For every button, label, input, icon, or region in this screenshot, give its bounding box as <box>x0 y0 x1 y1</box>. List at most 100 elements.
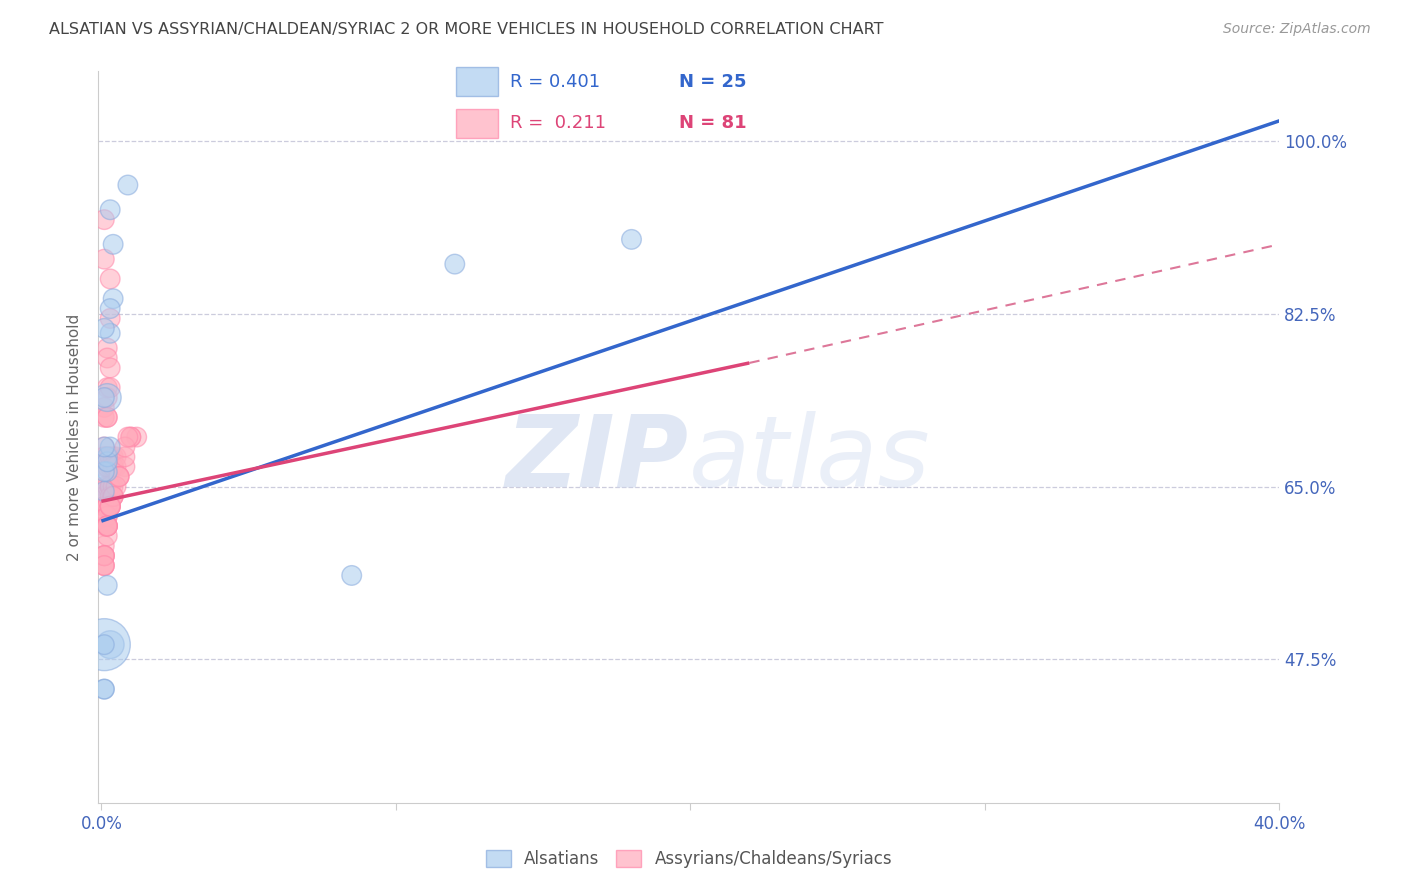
Point <box>93 549 115 563</box>
Point <box>98 479 121 493</box>
Point <box>96 381 118 395</box>
Text: N = 25: N = 25 <box>679 73 747 91</box>
Point <box>101 489 124 503</box>
Point <box>98 500 121 514</box>
FancyBboxPatch shape <box>456 67 498 96</box>
Point <box>93 539 115 553</box>
Point <box>98 500 121 514</box>
Point <box>93 682 115 697</box>
Point <box>93 509 115 524</box>
Point <box>108 469 131 483</box>
Point <box>93 558 115 573</box>
Point <box>96 500 118 514</box>
Text: ALSATIAN VS ASSYRIAN/CHALDEAN/SYRIAC 2 OR MORE VEHICLES IN HOUSEHOLD CORRELATION: ALSATIAN VS ASSYRIAN/CHALDEAN/SYRIAC 2 O… <box>49 22 884 37</box>
Point <box>98 479 121 493</box>
Point <box>98 272 121 286</box>
Point <box>93 450 115 464</box>
Point <box>96 500 118 514</box>
Point <box>93 212 115 227</box>
FancyBboxPatch shape <box>456 109 498 138</box>
Point <box>96 519 118 533</box>
Point <box>93 519 115 533</box>
Point <box>93 558 115 573</box>
Text: R = 0.401: R = 0.401 <box>510 73 600 91</box>
Point <box>98 638 121 652</box>
Text: atlas: atlas <box>689 410 931 508</box>
Point <box>98 440 121 454</box>
Point <box>98 360 121 375</box>
Point <box>96 519 118 533</box>
Point <box>105 479 128 493</box>
Point <box>93 252 115 267</box>
Point <box>93 500 115 514</box>
Point <box>117 178 139 192</box>
Point <box>120 430 142 444</box>
Text: N = 81: N = 81 <box>679 114 747 132</box>
Point <box>93 440 115 454</box>
Point <box>96 578 118 592</box>
Point <box>96 391 118 405</box>
Point <box>98 326 121 341</box>
Point <box>105 459 128 474</box>
Legend: Alsatians, Assyrians/Chaldeans/Syriacs: Alsatians, Assyrians/Chaldeans/Syriacs <box>479 844 898 875</box>
Point <box>340 568 363 582</box>
Point <box>93 450 115 464</box>
Point <box>96 519 118 533</box>
Point <box>96 410 118 425</box>
Point <box>96 455 118 469</box>
Point <box>93 391 115 405</box>
Point <box>98 500 121 514</box>
Point <box>93 489 115 503</box>
Point <box>96 500 118 514</box>
Point <box>101 489 124 503</box>
Point <box>101 459 124 474</box>
Point <box>96 351 118 365</box>
Point <box>98 500 121 514</box>
Point <box>93 459 115 474</box>
Text: Source: ZipAtlas.com: Source: ZipAtlas.com <box>1223 22 1371 37</box>
Point <box>108 469 131 483</box>
Point <box>98 459 121 474</box>
Point <box>98 301 121 316</box>
Point <box>120 430 142 444</box>
Point <box>96 410 118 425</box>
Point <box>96 529 118 543</box>
Point <box>105 450 128 464</box>
Point <box>114 440 136 454</box>
Point <box>96 450 118 464</box>
Point <box>93 500 115 514</box>
Point <box>117 430 139 444</box>
Point <box>101 237 124 252</box>
Point <box>98 489 121 503</box>
Text: ZIP: ZIP <box>506 410 689 508</box>
Point <box>443 257 465 271</box>
Point <box>93 549 115 563</box>
Point <box>98 450 121 464</box>
Point <box>114 450 136 464</box>
Y-axis label: 2 or more Vehicles in Household: 2 or more Vehicles in Household <box>67 313 83 561</box>
Point <box>620 232 643 246</box>
Point <box>101 450 124 464</box>
Point <box>93 549 115 563</box>
Point <box>96 519 118 533</box>
Point <box>93 489 115 503</box>
Point <box>96 465 118 479</box>
Point <box>98 500 121 514</box>
Point <box>101 459 124 474</box>
Point <box>98 479 121 493</box>
Point <box>98 500 121 514</box>
Point <box>96 519 118 533</box>
Point <box>93 479 115 493</box>
Point <box>101 292 124 306</box>
Point <box>93 682 115 697</box>
Point <box>96 509 118 524</box>
Point <box>98 311 121 326</box>
Point <box>93 638 115 652</box>
Point <box>93 321 115 335</box>
Point <box>96 459 118 474</box>
Point <box>96 519 118 533</box>
Point <box>96 509 118 524</box>
Point <box>98 202 121 217</box>
Point <box>93 549 115 563</box>
Point <box>125 430 148 444</box>
